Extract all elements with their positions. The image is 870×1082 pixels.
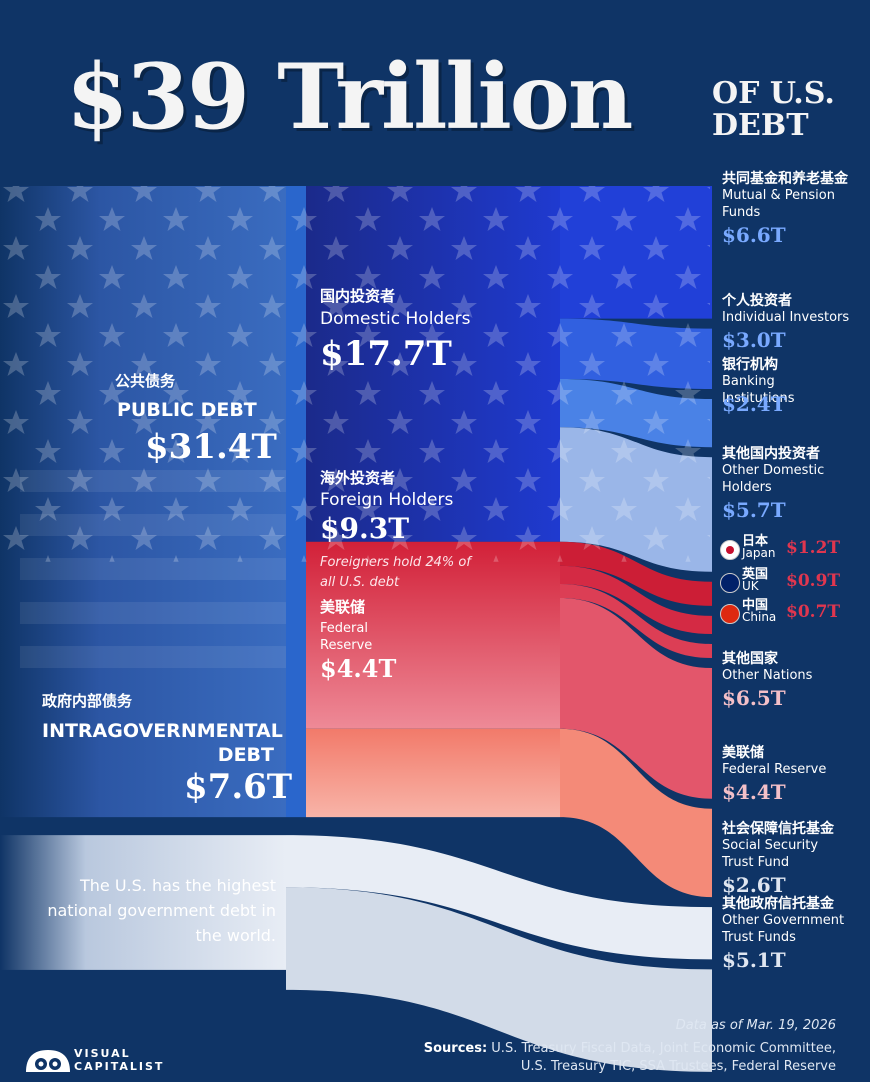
- public-debt-label: PUBLIC DEBT: [117, 399, 257, 421]
- foreign-label: Foreign Holders: [320, 490, 454, 510]
- page-subtitle: OF U.S. DEBT: [712, 76, 835, 143]
- intra-debt-label: INTRAGOVERNMENTAL DEBT: [42, 720, 283, 766]
- public-debt-value: $31.4T: [145, 427, 277, 467]
- holder-value: $0.7T: [786, 602, 841, 622]
- holder-value: $1.2T: [786, 538, 841, 558]
- intra-debt-zh: 政府内部债务: [42, 692, 133, 710]
- stars-pattern: [0, 186, 710, 562]
- holder-zh: 其他政府信托基金: [722, 896, 834, 912]
- foreign-node: [306, 541, 560, 729]
- holder-value: $5.1T: [722, 948, 786, 972]
- domestic-label: Domestic Holders: [320, 309, 471, 329]
- logo: [24, 1044, 72, 1080]
- holder-zh: 银行机构: [722, 357, 778, 373]
- fed-mid-value: $4.4T: [320, 654, 397, 683]
- data-date: Data as of Mar. 19, 2026: [675, 1018, 836, 1033]
- holder-value: $6.5T: [722, 686, 786, 710]
- intra-debt-node: [0, 835, 286, 970]
- holder-value: $2.4T: [722, 392, 786, 416]
- holder-value: $0.9T: [786, 571, 841, 591]
- flag-stripe: [20, 602, 286, 625]
- holder-zh: 其他国家: [722, 651, 778, 667]
- japan-flag-icon: [720, 540, 740, 560]
- holder-zh: 日本: [742, 534, 769, 549]
- public-debt-zh: 公共债务: [115, 372, 176, 390]
- foreign-note: Foreigners hold 24% of all U.S. debt: [320, 555, 471, 590]
- holder-label: Individual Investors: [722, 310, 850, 325]
- fed-node: [306, 728, 560, 818]
- sources-label: Sources:: [423, 1041, 488, 1056]
- callout-text: The U.S. has the highest national govern…: [47, 876, 276, 945]
- holder-value: $6.6T: [722, 223, 786, 247]
- sources: Sources: U.S. Treasury Fiscal Data, Join…: [424, 1041, 836, 1056]
- holder-zh: 社会保障信托基金: [722, 821, 834, 837]
- holder-zh: 英国: [742, 567, 769, 582]
- sources-line2: U.S. Treasury TIC, SSA Trustees, Federal…: [520, 1059, 836, 1074]
- fed-mid-label: Federal Reserve: [320, 621, 373, 653]
- holder-label: Japan: [742, 546, 776, 560]
- flow-other-nations: [560, 598, 712, 799]
- holder-label: Banking Institutions: [722, 374, 795, 406]
- holder-value: $3.0T: [722, 328, 786, 352]
- holder-label: UK: [742, 579, 759, 593]
- foreign-value: $9.3T: [320, 512, 410, 545]
- flow-china: [560, 583, 712, 659]
- holder-label: Other Nations: [722, 668, 813, 683]
- page-title: $39 Trillion: [66, 44, 633, 150]
- sources-line1: U.S. Treasury Fiscal Data, Joint Economi…: [491, 1041, 836, 1056]
- holder-zh: 个人投资者: [722, 293, 792, 309]
- flag-stripe: [20, 646, 286, 669]
- logo-wordmark: VISUAL CAPITALIST: [74, 1047, 164, 1073]
- intra-debt-value: $7.6T: [184, 767, 293, 807]
- holder-value: $2.6T: [722, 873, 786, 897]
- fed-mid-zh: 美联储: [320, 598, 366, 616]
- holder-value: $5.7T: [722, 498, 786, 522]
- holder-zh: 其他国内投资者: [722, 446, 820, 462]
- holder-label: Other Government Trust Funds: [722, 913, 845, 945]
- holder-zh: 美联储: [722, 745, 764, 761]
- uk-flag-icon: [720, 573, 740, 593]
- flag-stripe: [20, 558, 286, 581]
- domestic-value: $17.7T: [320, 334, 452, 374]
- flow-social-security-trust-fund: [286, 835, 712, 960]
- holder-label: Federal Reserve: [722, 762, 827, 777]
- flow-federal-reserve: [560, 728, 712, 898]
- visual-capitalist-logo-icon: [26, 1050, 70, 1072]
- holder-zh: 共同基金和养老基金: [722, 171, 848, 187]
- flow-uk: [560, 565, 712, 634]
- holder-value: $4.4T: [722, 780, 786, 804]
- holder-label: Mutual & Pension Funds: [722, 188, 835, 220]
- logo-line2: CAPITALIST: [74, 1060, 165, 1073]
- china-flag-icon: [720, 604, 740, 624]
- domestic-zh: 国内投资者: [320, 287, 396, 305]
- flow-other-government-trust-funds: [286, 887, 712, 1072]
- holder-label: Social Security Trust Fund: [722, 838, 819, 870]
- holder-zh: 中国: [742, 598, 769, 613]
- foreign-zh: 海外投资者: [320, 469, 396, 487]
- logo-line1: VISUAL: [74, 1047, 131, 1060]
- holder-label: Other Domestic Holders: [722, 463, 825, 495]
- star-overlay: [0, 186, 710, 669]
- holder-label: China: [742, 610, 777, 624]
